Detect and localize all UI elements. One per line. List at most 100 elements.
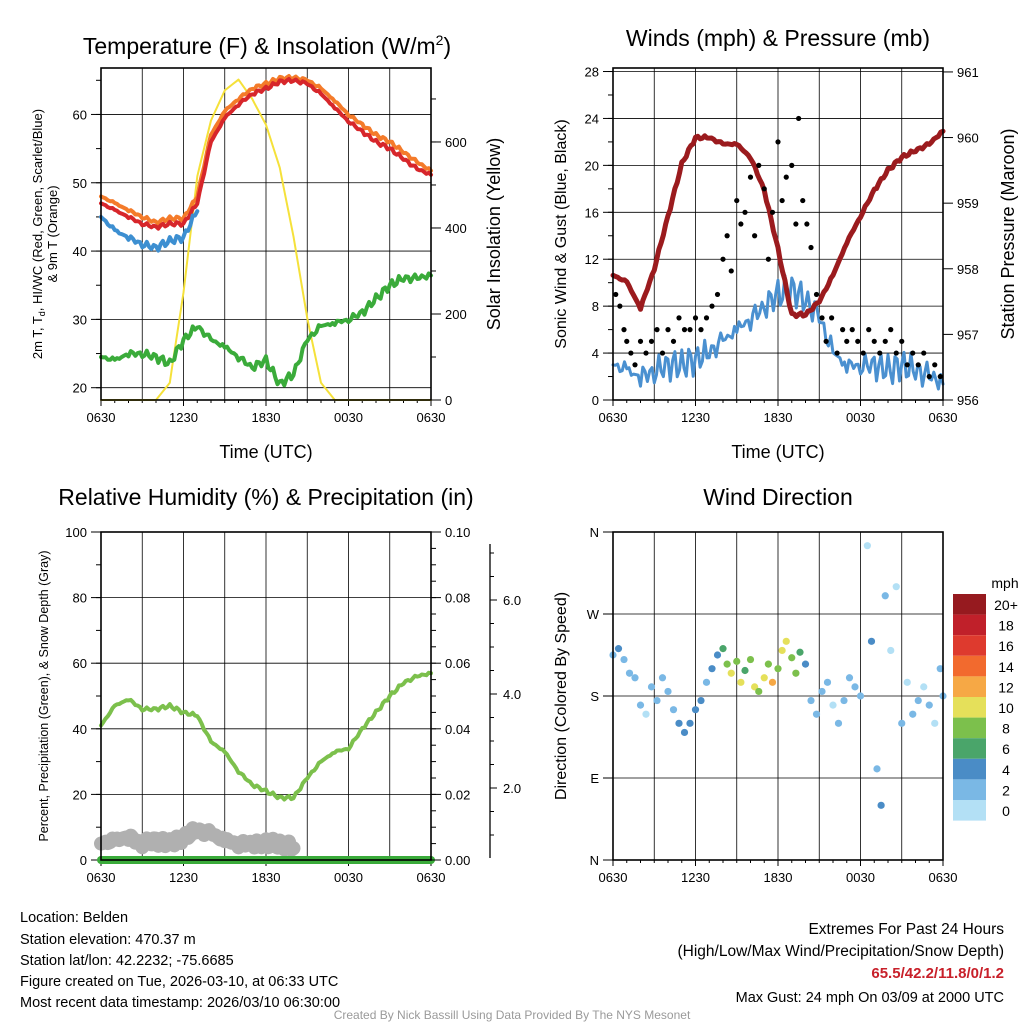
legend-swatch bbox=[953, 779, 986, 800]
wind-direction-point bbox=[936, 665, 944, 673]
wind-direction-point bbox=[620, 655, 628, 664]
wind-direction-point bbox=[636, 701, 645, 709]
wind-direction-point bbox=[909, 710, 917, 718]
legend-label: 16 bbox=[998, 638, 1014, 654]
gust-point bbox=[643, 350, 649, 356]
y-tick-label: 12 bbox=[585, 252, 599, 267]
gust-point bbox=[761, 186, 767, 192]
gust-point bbox=[714, 291, 721, 298]
gust-point bbox=[665, 327, 671, 333]
y-tick-label: 80 bbox=[73, 591, 87, 606]
legend-label: 6 bbox=[1002, 741, 1010, 757]
gust-point bbox=[617, 303, 623, 309]
wind-direction-title: Wind Direction bbox=[703, 484, 853, 510]
pressure-axis-tick-label: 960 bbox=[957, 131, 979, 146]
legend-swatch bbox=[953, 697, 986, 718]
y-tick-label: 0 bbox=[592, 393, 599, 408]
legend-label: 10 bbox=[998, 700, 1014, 716]
snow-depth-line bbox=[94, 821, 301, 857]
wind-direction-point bbox=[903, 678, 911, 686]
y-tick-label: 0 bbox=[80, 853, 87, 868]
gust-point bbox=[720, 256, 726, 262]
x-tick-label: 1230 bbox=[681, 870, 710, 885]
gust-point bbox=[921, 350, 927, 356]
wind-direction-point bbox=[647, 683, 656, 691]
gust-point bbox=[775, 139, 781, 145]
wind-direction-point bbox=[764, 660, 772, 668]
gust-point bbox=[724, 233, 730, 239]
wind-direction-point bbox=[782, 637, 790, 645]
gust-point bbox=[613, 291, 619, 298]
extremes-subtitle: (High/Low/Max Wind/Precipitation/Snow De… bbox=[678, 943, 1005, 960]
y-tick-label: 16 bbox=[585, 205, 599, 220]
temp-9m-line bbox=[99, 74, 433, 226]
wind-direction-point bbox=[834, 719, 843, 727]
y-tick-label: 4 bbox=[592, 346, 599, 361]
x-tick-label: 0030 bbox=[334, 870, 363, 885]
insolation-axis-tick-label: 600 bbox=[445, 135, 467, 150]
wind-direction-point bbox=[675, 719, 683, 727]
wind-direction-point bbox=[881, 592, 889, 600]
wind-direction-point bbox=[669, 706, 678, 714]
gust-point bbox=[793, 221, 799, 227]
gust-point bbox=[840, 327, 846, 333]
winds-title: Winds (mph) & Pressure (mb) bbox=[626, 25, 930, 51]
temperature-plot: 20 30 40 50 60 0630 1230 1830 0030 0630 bbox=[73, 68, 446, 425]
winds-xlabel: Time (UTC) bbox=[731, 442, 824, 462]
y-tick-label: 8 bbox=[592, 299, 599, 314]
gust-point bbox=[823, 338, 829, 344]
legend-label: 18 bbox=[998, 618, 1014, 634]
gust-point bbox=[796, 115, 802, 122]
legend-label: 20+ bbox=[994, 597, 1018, 613]
pressure-line bbox=[610, 128, 946, 320]
x-tick-label: 0630 bbox=[417, 410, 446, 425]
humidity-plot: 0 20 40 60 80 100 0630 1230 1830 0030 0630 bbox=[65, 525, 445, 885]
y-tick-label: N bbox=[590, 853, 599, 868]
gust-point bbox=[871, 338, 877, 344]
latlon-text: Station lat/lon: 42.2232; -75.6685 bbox=[20, 953, 234, 969]
wind-direction-point bbox=[877, 801, 885, 809]
x-tick-label: 0030 bbox=[334, 410, 363, 425]
created-text: Figure created on Tue, 2026-03-10, at 06… bbox=[20, 974, 338, 990]
x-tick-label: 0630 bbox=[929, 410, 958, 425]
gust-point bbox=[904, 362, 910, 368]
gust-point bbox=[783, 174, 789, 180]
y-tick-label: 28 bbox=[585, 65, 599, 80]
wind-direction-point bbox=[778, 646, 786, 655]
legend-swatch bbox=[953, 635, 986, 656]
temperature-ylabel: 2m T, Td, HI/WC (Red, Green, Scarlet/Blu… bbox=[30, 109, 47, 359]
legend-label: 0 bbox=[1002, 803, 1010, 819]
x-tick-label: 0630 bbox=[599, 870, 628, 885]
gust-point bbox=[709, 303, 715, 309]
gust-point bbox=[698, 327, 704, 333]
x-tick-label: 0030 bbox=[846, 870, 875, 885]
credit-text: Created By Nick Bassill Using Data Provi… bbox=[334, 1008, 691, 1022]
gust-point bbox=[893, 350, 899, 356]
x-tick-label: 1830 bbox=[764, 870, 793, 885]
wind-direction-point bbox=[658, 674, 667, 682]
gust-point bbox=[738, 221, 744, 227]
insolation-axis-tick-label: 400 bbox=[445, 221, 467, 236]
wind-direction-point bbox=[898, 719, 906, 727]
recent-data-text: Most recent data timestamp: 2026/03/10 0… bbox=[20, 995, 340, 1011]
x-tick-label: 0630 bbox=[87, 870, 116, 885]
x-tick-label: 0630 bbox=[929, 870, 958, 885]
gust-point bbox=[808, 244, 814, 251]
wind-direction-point bbox=[702, 678, 711, 686]
wind-direction-point bbox=[664, 687, 672, 696]
wind-direction-point bbox=[737, 678, 745, 686]
y-tick-label: 40 bbox=[73, 244, 87, 259]
y-tick-label: 20 bbox=[73, 381, 87, 396]
gust-point bbox=[899, 338, 905, 344]
wind-direction-point bbox=[914, 696, 922, 705]
precip-axis-tick-label: 0.02 bbox=[445, 787, 470, 802]
insolation-ylabel: Solar Insolation (Yellow) bbox=[484, 138, 504, 330]
elevation-text: Station elevation: 470.37 m bbox=[20, 932, 196, 948]
wind-direction-point bbox=[719, 645, 727, 653]
gust-point bbox=[676, 315, 682, 321]
winds-ylabel: Sonic Wind & Gust (Blue, Black) bbox=[553, 119, 570, 348]
gust-point bbox=[804, 221, 810, 227]
gust-point bbox=[756, 162, 762, 168]
y-tick-label: 60 bbox=[73, 656, 87, 671]
